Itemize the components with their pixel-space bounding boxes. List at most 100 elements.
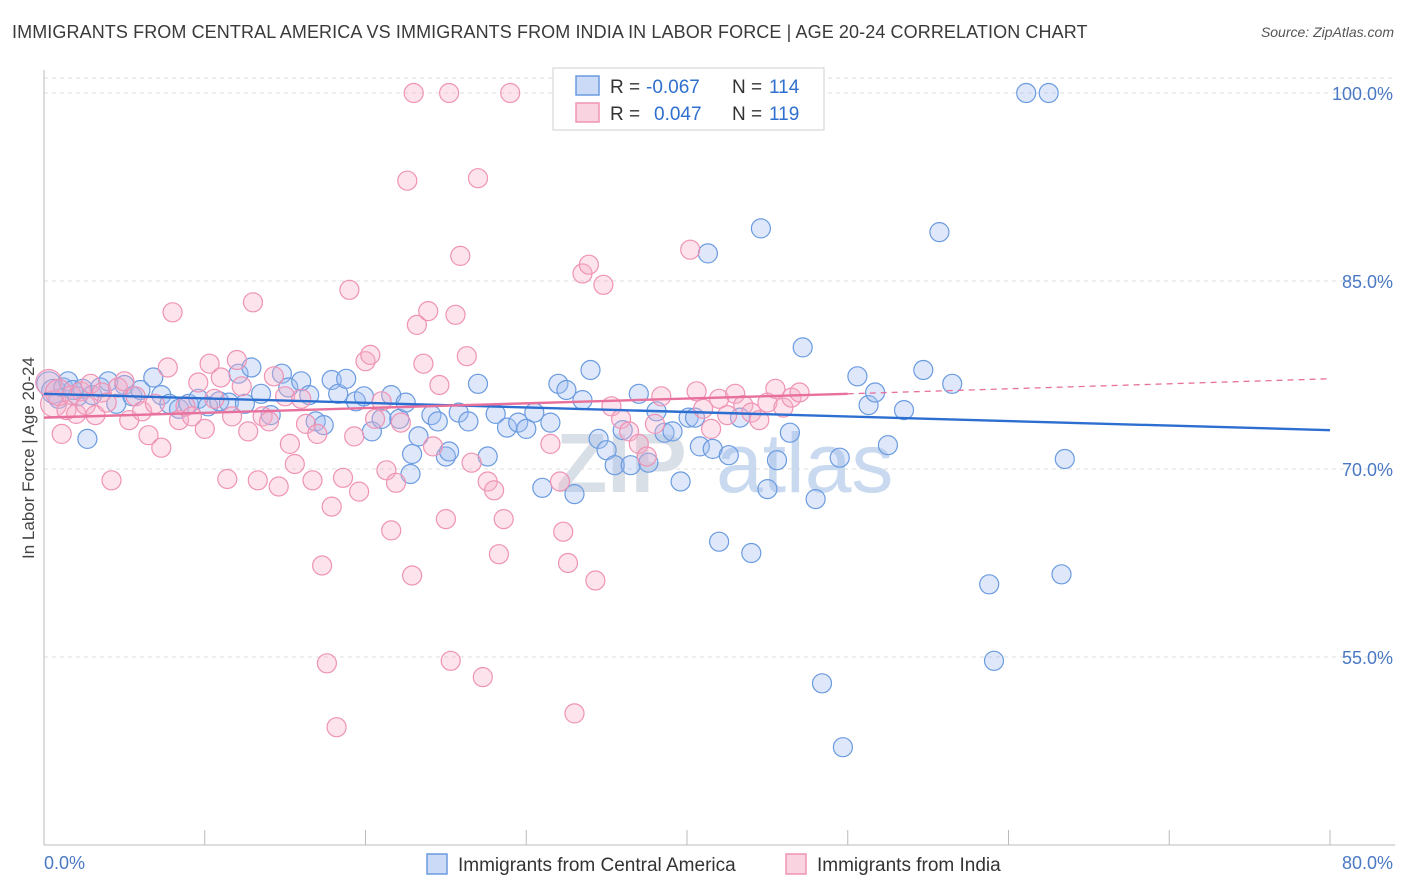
point-central-america: [847, 366, 868, 387]
legend-r-label-0: R =: [610, 77, 640, 98]
legend-n-label-1: N =: [732, 104, 762, 125]
series-central-america-points: [36, 82, 1075, 758]
point-central-america: [689, 436, 711, 457]
point-india: [101, 470, 122, 491]
point-india: [717, 405, 738, 426]
point-india: [349, 481, 370, 502]
y-axis-label: In Labor Force | Age 20-24: [19, 357, 38, 559]
point-india: [500, 82, 521, 104]
point-india: [279, 433, 300, 454]
legend-n-value-0: 114: [769, 77, 800, 98]
point-central-america: [805, 489, 826, 510]
point-india: [450, 245, 471, 266]
point-india: [132, 401, 153, 422]
point-central-america: [929, 222, 950, 243]
point-central-america: [620, 455, 641, 476]
point-central-america: [832, 737, 854, 758]
point-central-america: [250, 383, 272, 404]
point-india: [789, 382, 810, 403]
legend-r-label-1: R =: [610, 104, 640, 125]
point-india: [231, 376, 252, 397]
point-india: [440, 650, 461, 671]
point-india: [680, 239, 701, 260]
point-central-america: [548, 373, 569, 394]
point-india: [302, 470, 323, 491]
point-india: [188, 372, 209, 393]
point-central-america: [532, 477, 553, 498]
point-india: [644, 413, 666, 434]
watermark: ZIP atlas: [556, 416, 893, 510]
point-india: [217, 468, 238, 490]
point-india: [151, 437, 172, 458]
point-central-america: [779, 422, 801, 443]
point-central-america: [439, 441, 460, 462]
point-india: [268, 476, 289, 497]
point-india: [413, 353, 434, 374]
point-india: [242, 292, 264, 313]
point-central-america: [588, 428, 609, 449]
point-india: [226, 349, 247, 371]
point-central-america: [757, 479, 778, 500]
point-central-america: [427, 411, 448, 432]
point-india: [593, 274, 614, 295]
point-india: [114, 371, 135, 392]
point-central-america: [811, 673, 833, 694]
point-india: [402, 565, 423, 586]
point-central-america: [467, 373, 489, 394]
point-india: [461, 452, 482, 473]
point-india: [96, 392, 117, 413]
y-tick-label: 100.0%: [1332, 84, 1393, 104]
point-central-america: [572, 390, 593, 411]
point-india: [138, 425, 159, 446]
point-india: [484, 480, 505, 501]
point-india: [316, 653, 337, 674]
point-india: [439, 82, 460, 104]
trend-line-india: [43, 392, 848, 419]
point-central-america: [408, 426, 429, 447]
series-india-points: [35, 82, 810, 738]
y-tick-label: 85.0%: [1342, 272, 1393, 292]
legend-r-value-1: 0.047: [654, 104, 702, 125]
point-central-america: [913, 359, 934, 381]
point-india: [390, 412, 411, 433]
point-india: [80, 373, 101, 394]
point-india: [549, 471, 571, 492]
point-india: [636, 446, 657, 467]
point-india: [585, 570, 606, 591]
point-central-america: [143, 367, 164, 388]
point-india: [422, 436, 444, 457]
point-india: [371, 391, 392, 412]
point-india: [307, 423, 328, 444]
point-india: [295, 413, 317, 434]
legend-r-value-0: -0.067: [646, 77, 700, 98]
point-india: [472, 666, 493, 688]
point-central-america: [540, 412, 561, 433]
point-central-america: [893, 400, 915, 421]
point-india: [312, 555, 333, 576]
point-central-america: [766, 450, 788, 471]
point-india: [488, 544, 509, 565]
point-india: [238, 421, 259, 442]
point-india: [381, 520, 402, 541]
x-tick-label-min: 0.0%: [44, 853, 85, 873]
point-india: [564, 703, 585, 724]
point-india: [406, 314, 427, 335]
point-india: [628, 433, 649, 454]
point-central-america: [604, 455, 625, 476]
point-india: [578, 254, 600, 275]
point-india: [247, 470, 268, 491]
point-india: [258, 411, 280, 432]
point-india: [403, 82, 424, 104]
point-india: [365, 408, 386, 429]
trend-line-india-extrapolated: [847, 378, 1331, 395]
trend-line-central-america: [43, 392, 1331, 432]
point-central-america: [371, 408, 392, 429]
axes: 55.0% 70.0% 85.0% 100.0%: [43, 70, 1395, 846]
point-india: [339, 279, 360, 300]
point-central-america: [458, 411, 479, 432]
legend-n-label-0: N =: [732, 77, 762, 98]
y-tick-label: 55.0%: [1342, 648, 1393, 668]
point-india: [360, 344, 381, 365]
point-india: [194, 418, 215, 439]
point-india: [321, 496, 342, 517]
